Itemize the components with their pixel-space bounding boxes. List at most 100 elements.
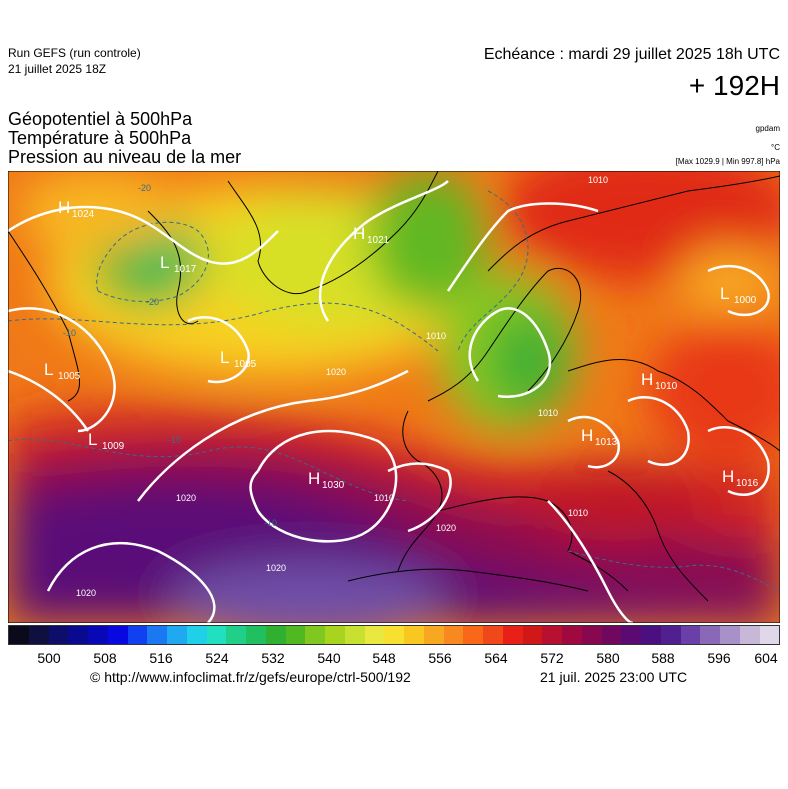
color-swatch bbox=[759, 626, 780, 644]
color-swatch bbox=[641, 626, 661, 644]
scale-tick-label: 572 bbox=[540, 650, 564, 666]
copyright-notice: © http://www.infoclimat.fr/z/gefs/europe… bbox=[90, 669, 411, 685]
color-swatch bbox=[265, 626, 286, 644]
color-swatch bbox=[107, 626, 128, 644]
color-swatch bbox=[423, 626, 444, 644]
color-swatch bbox=[542, 626, 562, 644]
color-swatch bbox=[68, 626, 88, 644]
scale-tick-label: 532 bbox=[261, 650, 285, 666]
scale-tick-label: 604 bbox=[754, 650, 778, 666]
isotherms bbox=[8, 190, 780, 592]
color-swatch bbox=[226, 626, 246, 644]
pressure-center-value: 1017 bbox=[174, 264, 197, 275]
pressure-center-letter: H bbox=[641, 370, 653, 389]
pressure-center-letter: H bbox=[58, 198, 70, 217]
color-swatch bbox=[28, 626, 49, 644]
run-title: Run GEFS (run controle) bbox=[8, 46, 141, 60]
unit-temperature: °C bbox=[771, 143, 780, 152]
pressure-center-value: 1005 bbox=[234, 359, 257, 370]
scale-tick-label: 500 bbox=[37, 650, 61, 666]
pressure-center-value: 1013 bbox=[595, 437, 618, 448]
color-swatch bbox=[660, 626, 681, 644]
isobar-label: 1010 bbox=[374, 493, 394, 503]
isotherm-label: -10 bbox=[168, 435, 181, 445]
isobar-label: 1010 bbox=[426, 331, 446, 341]
color-swatch bbox=[443, 626, 464, 644]
pressure-center-letter: L bbox=[720, 284, 729, 303]
pressure-center-letter: L bbox=[44, 360, 53, 379]
color-swatch bbox=[463, 626, 483, 644]
color-swatch bbox=[364, 626, 385, 644]
unit-geopotential: gpdam bbox=[755, 124, 780, 133]
pressure-center-value: 1000 bbox=[734, 295, 757, 306]
isotherm-label: -10 bbox=[264, 518, 277, 528]
color-swatch bbox=[522, 626, 543, 644]
scale-tick-label: 540 bbox=[317, 650, 341, 666]
color-swatch bbox=[601, 626, 622, 644]
isotherm-label: -20 bbox=[146, 297, 159, 307]
color-swatch bbox=[325, 626, 345, 644]
color-swatch bbox=[9, 626, 29, 644]
scale-tick-label: 516 bbox=[149, 650, 173, 666]
color-swatch bbox=[562, 626, 582, 644]
isobar-label: 1020 bbox=[326, 367, 346, 377]
scale-tick-label: 588 bbox=[651, 650, 675, 666]
contour-labels: 1020 1020 1020 1020 1020 1010 1010 1010 1010 1010… bbox=[63, 175, 608, 598]
color-swatch bbox=[581, 626, 602, 644]
isotherm-label: -20 bbox=[138, 183, 151, 193]
isobar-label: 1020 bbox=[436, 523, 456, 533]
color-swatch bbox=[384, 626, 404, 644]
pressure-center-value: 1005 bbox=[58, 371, 81, 382]
isobar-label: 1010 bbox=[538, 408, 558, 418]
generation-time: 21 juil. 2025 23:00 UTC bbox=[540, 669, 688, 685]
isobar-label: 1010 bbox=[588, 175, 608, 185]
scale-tick-label: 548 bbox=[372, 650, 396, 666]
param-geopotential: Géopotentiel à 500hPa bbox=[8, 109, 193, 129]
color-swatch bbox=[88, 626, 108, 644]
color-swatch bbox=[147, 626, 167, 644]
color-swatch bbox=[305, 626, 325, 644]
isotherm-label: -10 bbox=[63, 328, 76, 338]
scale-tick-label: 564 bbox=[484, 650, 508, 666]
color-swatch bbox=[502, 626, 523, 644]
pressure-center-letter: H bbox=[722, 467, 734, 486]
isobar-label: 1020 bbox=[76, 588, 96, 598]
scale-tick-label: 580 bbox=[596, 650, 620, 666]
isobar-label: 1020 bbox=[266, 563, 286, 573]
color-swatch bbox=[246, 626, 266, 644]
param-temperature: Température à 500hPa bbox=[8, 128, 192, 148]
color-swatch bbox=[404, 626, 424, 644]
pressure-center-letter: H bbox=[353, 224, 365, 243]
param-pressure: Pression au niveau de la mer bbox=[8, 147, 242, 167]
color-swatch bbox=[700, 626, 720, 644]
forecast-horizon: + 192H bbox=[688, 70, 780, 101]
color-swatch bbox=[483, 626, 503, 644]
scale-tick-label: 556 bbox=[428, 650, 452, 666]
color-swatch bbox=[344, 626, 365, 644]
color-swatch bbox=[167, 626, 187, 644]
coastlines bbox=[8, 171, 780, 602]
isobar-label: 1020 bbox=[176, 493, 196, 503]
pressure-center-letter: H bbox=[581, 426, 593, 445]
color-swatch bbox=[127, 626, 148, 644]
color-swatch bbox=[680, 626, 701, 644]
scale-tick-label: 524 bbox=[205, 650, 229, 666]
forecast-valid-time: Echéance : mardi 29 juillet 2025 18h UTC bbox=[483, 46, 780, 63]
color-scale-bar bbox=[8, 625, 780, 645]
isobars bbox=[8, 180, 770, 623]
pressure-center-letter: L bbox=[220, 348, 229, 367]
pressure-center-letter: L bbox=[88, 430, 97, 449]
pressure-center-letter: H bbox=[308, 469, 320, 488]
scale-tick-label: 596 bbox=[707, 650, 731, 666]
color-swatch bbox=[206, 626, 227, 644]
pressure-center-value: 1024 bbox=[72, 209, 95, 220]
pressure-center-letter: L bbox=[160, 253, 169, 272]
geopotential-field bbox=[8, 171, 780, 623]
run-date: 21 juillet 2025 18Z bbox=[8, 62, 107, 76]
color-swatch bbox=[186, 626, 207, 644]
pressure-center-value: 1030 bbox=[322, 480, 345, 491]
color-swatch bbox=[285, 626, 306, 644]
pressure-center-value: 1021 bbox=[367, 235, 390, 246]
isobar-label: 1010 bbox=[568, 508, 588, 518]
